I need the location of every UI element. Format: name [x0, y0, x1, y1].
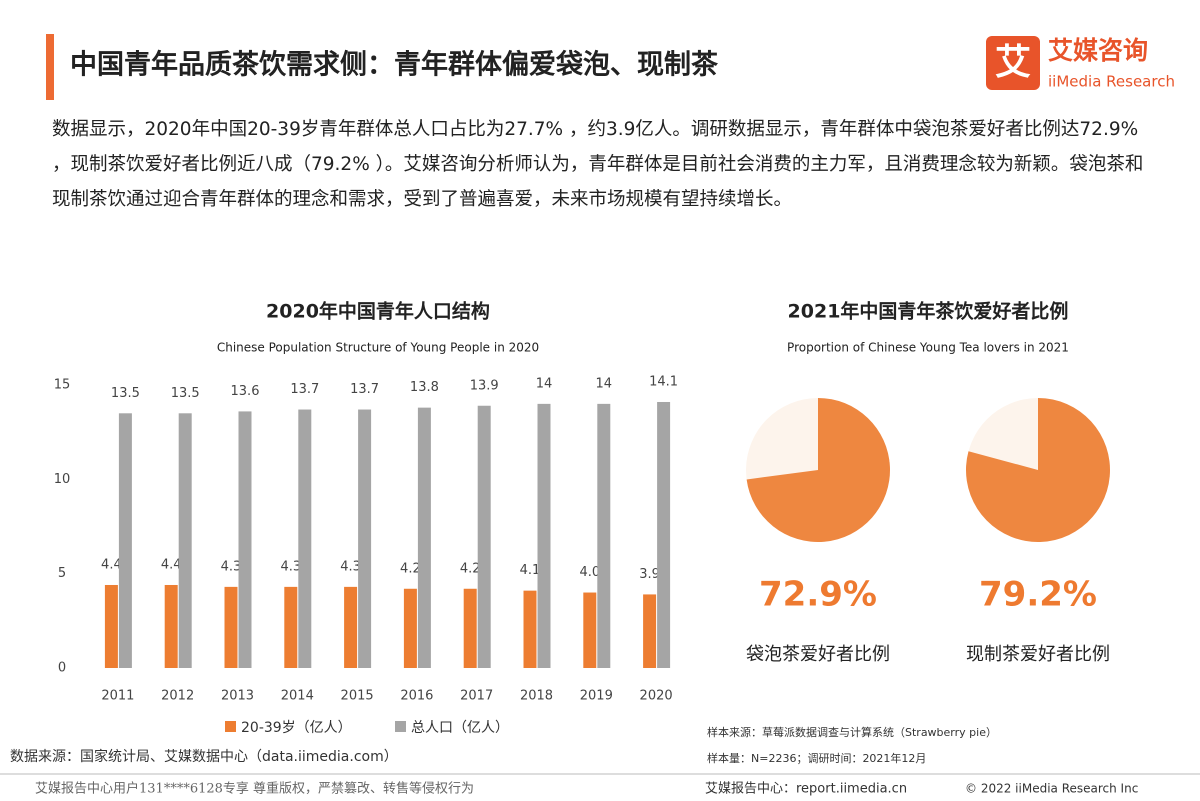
value-label: 13.9 [470, 378, 499, 393]
x-tick-label: 2013 [221, 689, 254, 704]
bar [657, 401, 671, 668]
value-label: 14 [596, 376, 613, 391]
value-label: 13.5 [171, 386, 200, 401]
bar [463, 588, 477, 668]
value-label: 13.5 [111, 386, 140, 401]
bar [403, 588, 417, 668]
value-label: 4.3 [340, 559, 361, 574]
chart-title: 2021年中国青年茶饮爱好者比例 [788, 300, 1069, 323]
logo-box [986, 36, 1040, 90]
page-title: 中国青年品质茶饮需求侧：青年群体偏爱袋泡、现制茶 [70, 49, 719, 81]
bar [583, 592, 597, 668]
x-tick-label: 2016 [400, 689, 433, 704]
sample-source: 样本来源：草莓派数据调查与计算系统（Strawberry pie） [707, 725, 997, 739]
bar [537, 403, 551, 668]
bar [477, 405, 491, 668]
bar [597, 403, 611, 668]
value-label: 4.2 [400, 561, 421, 576]
x-tick-label: 2015 [341, 689, 374, 704]
chart-subtitle: Chinese Population Structure of Young Pe… [217, 341, 539, 355]
value-label: 14 [536, 376, 553, 391]
pie-name: 袋泡茶爱好者比例 [746, 644, 890, 665]
value-label: 13.7 [290, 382, 319, 397]
bar [178, 413, 192, 668]
value-label: 4.3 [280, 559, 301, 574]
legend-swatch [225, 721, 236, 732]
bar [104, 584, 118, 668]
value-label: 4.1 [520, 563, 541, 578]
bar [344, 586, 358, 668]
footer-notice: 艾媒报告中心用户131****6128专享 尊重版权，严禁篡改、转售等侵权行为 [35, 781, 474, 797]
chart-title: 2020年中国青年人口结构 [266, 300, 490, 323]
value-label: 14.1 [649, 374, 678, 389]
footer-copyright: © 2022 iiMedia Research Inc [965, 782, 1138, 796]
bar [238, 411, 252, 668]
value-label: 13.6 [231, 384, 260, 399]
x-tick-label: 2011 [101, 689, 134, 704]
bar [643, 594, 657, 668]
bar [118, 413, 132, 668]
chart-subtitle: Proportion of Chinese Young Tea lovers i… [787, 341, 1069, 355]
body-wrap: 数据显示，2020年中国20-39岁青年群体总人口占比为27.7% ，约3.9亿… [52, 119, 1144, 210]
value-label: 4.4 [161, 557, 182, 572]
logo-en: iiMedia Research [1048, 73, 1175, 91]
y-tick-label: 5 [58, 566, 66, 581]
logo-cn: 艾媒咨询 [1048, 36, 1148, 65]
value-label: 4.3 [221, 559, 242, 574]
x-tick-label: 2020 [640, 689, 673, 704]
y-tick-label: 15 [54, 378, 71, 393]
value-label: 3.9 [639, 567, 660, 582]
value-label: 72.9% [759, 575, 877, 615]
pie-slice [746, 398, 890, 542]
pie-slice [965, 398, 1110, 542]
x-tick-label: 2017 [460, 689, 493, 704]
body-text: 数据显示，2020年中国20-39岁青年群体总人口占比为27.7% ，约3.9亿… [52, 119, 1144, 210]
value-label: 13.7 [350, 382, 379, 397]
x-tick-label: 2018 [520, 689, 553, 704]
x-tick-label: 2014 [281, 689, 314, 704]
value-label: 79.2% [979, 575, 1097, 615]
value-label: 13.8 [410, 380, 439, 395]
value-label: 4.2 [460, 561, 481, 576]
bar [284, 586, 298, 668]
legend-swatch [395, 721, 406, 732]
value-label: 4.0 [579, 565, 600, 580]
pie-name: 现制茶爱好者比例 [966, 644, 1110, 665]
bar [298, 409, 312, 668]
legend-label: 总人口（亿人） [411, 720, 509, 736]
x-tick-label: 2019 [580, 689, 613, 704]
x-tick-label: 2012 [161, 689, 194, 704]
bar [224, 586, 238, 668]
bar [164, 584, 178, 668]
bar [358, 409, 372, 668]
sample-size: 样本量：N=2236；调研时间：2021年12月 [707, 751, 926, 765]
source-left: 数据来源：国家统计局、艾媒数据中心（data.iimedia.com） [10, 748, 398, 765]
y-tick-label: 10 [54, 472, 71, 487]
bar [523, 590, 537, 668]
y-tick-label: 0 [58, 661, 66, 676]
footer-site: 艾媒报告中心：report.iimedia.cn [705, 782, 907, 797]
bar [417, 407, 431, 668]
title-accent [46, 34, 54, 100]
legend-label: 20-39岁（亿人） [241, 720, 352, 736]
logo-mark: 艾 [995, 42, 1031, 83]
value-label: 4.4 [101, 557, 122, 572]
